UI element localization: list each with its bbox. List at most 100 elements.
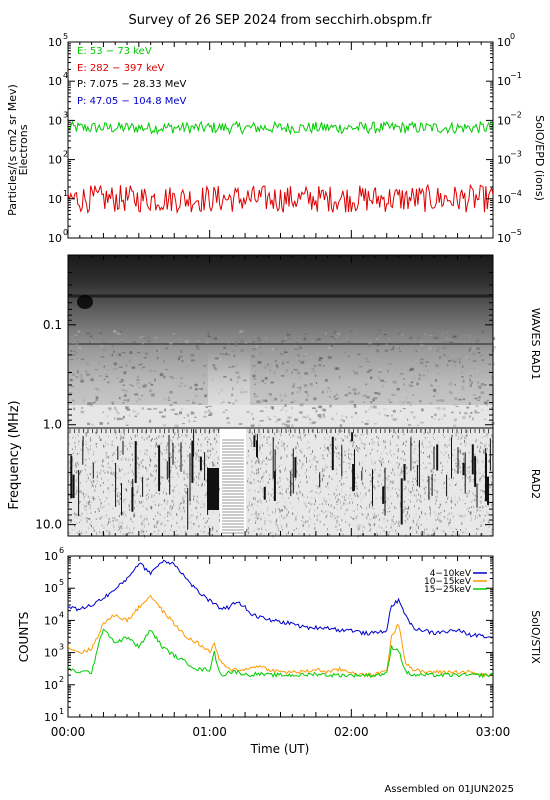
rad2-speckle [273,496,275,499]
rad2-speckle [262,495,264,497]
rad2-speckle [336,472,338,475]
rad2-speckle [317,492,319,494]
rad2-speckle [164,524,166,527]
rad2-speckle [291,468,293,472]
rad1-speckle [325,332,327,335]
rad2-speckle [268,514,270,516]
rad2-speckle [99,472,101,475]
rad2-speckle [258,533,260,536]
rad2-speckle [381,483,382,485]
rad2-speckle [458,459,460,463]
rad2-speckle [247,527,249,530]
rad2-speckle [254,433,256,435]
rad2-speckle [474,453,476,456]
rad2-speckle [359,448,361,450]
rad2-speckle [299,490,301,494]
rad1-speckle [279,394,282,397]
rad2-speckle [115,448,117,451]
rad2-speckle [314,459,316,462]
rad2-speckle [118,503,120,505]
rad1-speckle [265,348,268,351]
stix-tick-label: 10 [44,679,58,692]
rad1-speckle [177,414,179,417]
rad2-speckle [183,460,185,463]
rad2-speckle [350,516,352,518]
rad2-speckle [449,521,451,524]
rad2-speckle [262,475,264,478]
rad2-speckle [340,444,342,446]
rad2-speckle [468,510,470,513]
rad2-speckle [217,456,219,460]
rad2-speckle [466,493,468,495]
rad2-speckle [176,472,178,475]
rad2-speckle [178,504,180,507]
rad2-speckle [204,437,206,441]
rad1-speckle [234,345,238,347]
rad2-speckle [315,499,316,503]
rad1-speckle [98,362,101,365]
rad2-speckle [387,454,388,456]
rad2-speckle [200,506,202,508]
rad1-speckle [214,337,217,340]
rad2-speckle [461,515,463,518]
rad2-speckle [78,489,80,493]
rad2-speckle [315,491,317,494]
rad2-speckle [362,461,364,464]
rad1-speckle [265,337,268,339]
rad2-speckle [388,475,390,478]
rad2-speckle [296,527,298,529]
rad2-speckle [163,499,165,501]
rad2-speckle [354,495,356,497]
rad1-speckle [232,365,235,368]
rad2-speckle [312,450,313,453]
rad2-speckle [378,514,379,516]
rad1-speckle [392,418,397,421]
rad1-speckle [81,407,84,409]
rad2-speckle [373,514,375,517]
rad2-speckle [310,453,312,455]
rad2-speckle [458,450,460,453]
rad2-speckle [120,525,122,528]
rad2-speckle [472,492,474,495]
rad1-speckle [280,409,283,411]
rad1-speckle [391,414,393,417]
rad2-speckle [445,451,447,454]
rad1-speckle [275,419,278,423]
rad1-speckle [459,361,461,364]
rad2-speckle [152,474,154,476]
rad2-speckle [356,449,358,451]
rad1-speckle [454,364,457,367]
rad2-speckle [156,437,158,439]
freq-tick-label: 0.1 [43,318,62,332]
rad2-speckle [266,439,268,441]
rad2-speckle [307,441,309,444]
rad1-speckle [465,412,468,415]
rad1-speckle [391,363,393,366]
rad2-speckle [268,436,270,438]
rad2-speckle [455,482,457,486]
rad2-speckle [341,476,343,480]
rad2-speckle [355,481,357,484]
rad1-speckle [274,371,276,374]
rad2-speckle [353,510,355,512]
rad2-speckle [314,527,316,530]
rad2-speckle [279,476,281,479]
rad2-speckle [216,429,218,431]
rad2-speckle [376,531,378,534]
rad2-speckle [340,429,342,431]
rad2-speckle [398,463,400,466]
rad2-speckle [460,451,462,454]
rad2-speckle [198,525,200,528]
rad2-speckle [441,471,443,474]
rad2-speckle [104,501,106,502]
rad2-speckle [104,445,106,447]
rad2-speckle [279,510,281,513]
rad1-speckle [492,345,496,349]
rad1-speckle [258,340,262,342]
rad2-speckle [447,496,449,498]
rad2-speckle [123,501,125,503]
rad2-speckle [423,487,425,489]
rad2-speckle [203,478,205,481]
rad1-speckle [315,410,318,412]
rad1-speckle [87,422,90,425]
